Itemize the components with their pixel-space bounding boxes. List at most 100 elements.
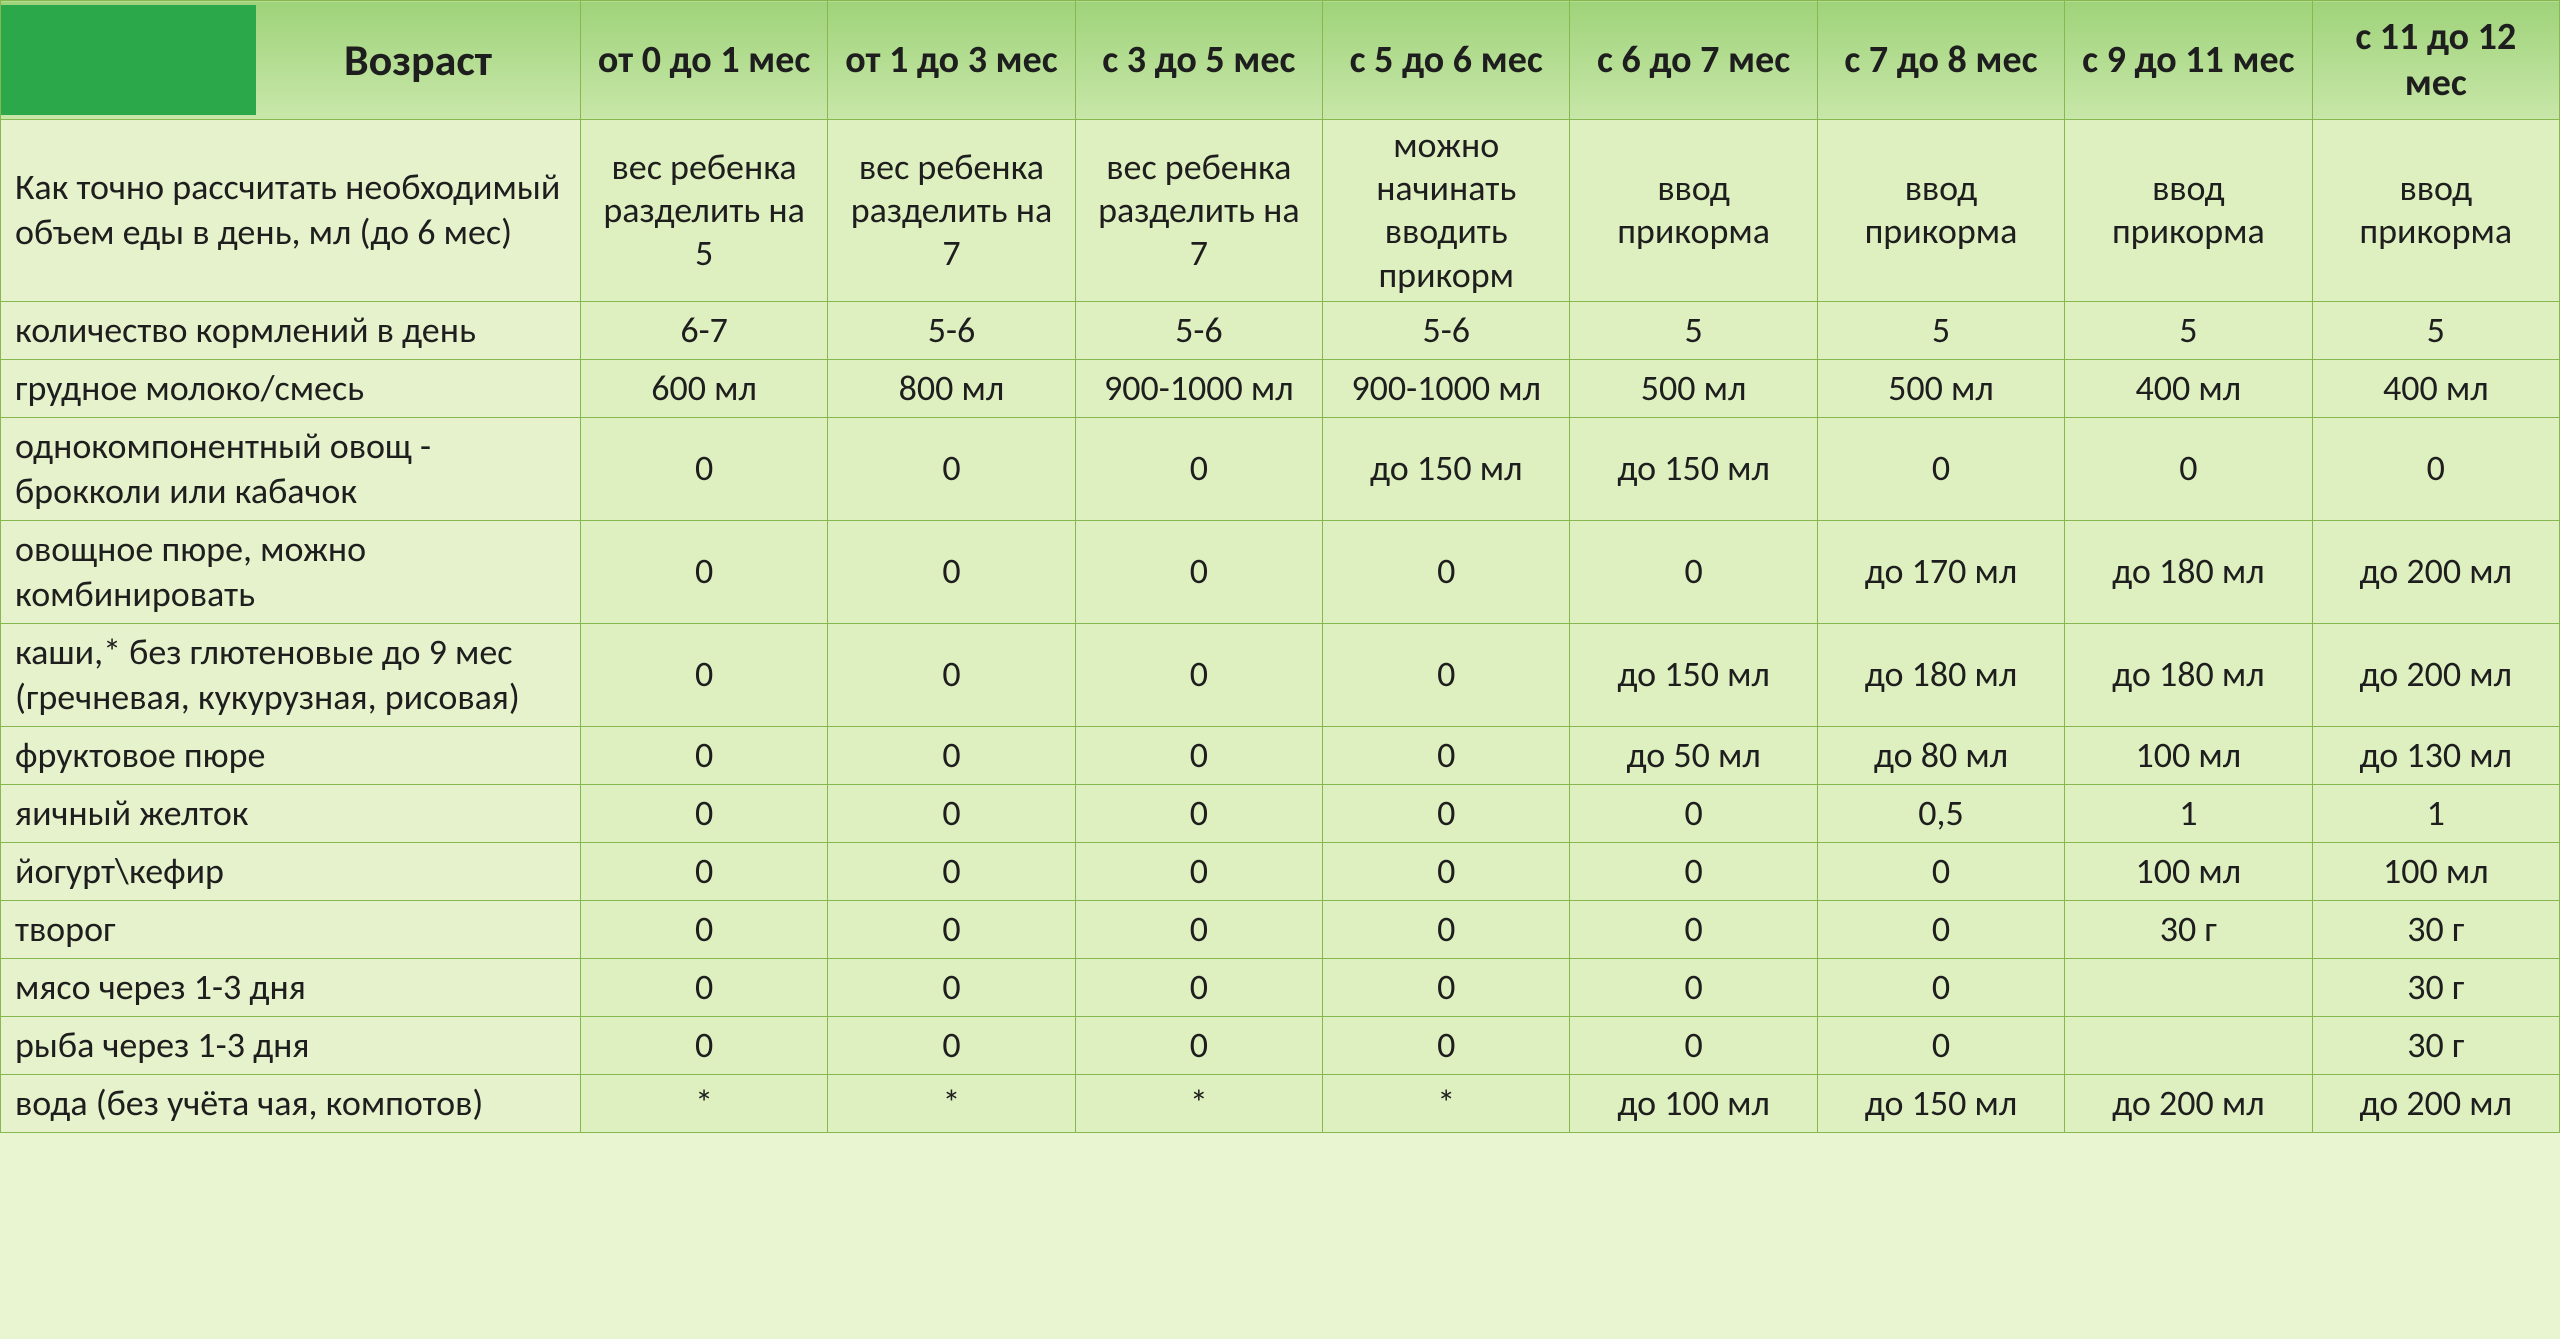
data-cell: 0 (1075, 726, 1322, 784)
data-cell: 0 (2065, 417, 2312, 520)
row-label: йогурт\кефир (1, 842, 581, 900)
col-header: от 0 до 1 мес (580, 1, 827, 120)
row-label: количество кормлений в день (1, 301, 581, 359)
data-cell: 0 (1817, 842, 2064, 900)
row-label: рыба через 1-3 дня (1, 1016, 581, 1074)
data-cell: вес ребенка разделить на 7 (828, 120, 1075, 302)
data-cell: до 50 мл (1570, 726, 1817, 784)
data-cell: 0 (828, 726, 1075, 784)
data-cell: 100 мл (2065, 726, 2312, 784)
data-cell: 0 (1323, 958, 1570, 1016)
data-cell: 0 (1323, 520, 1570, 623)
data-cell: 0 (828, 842, 1075, 900)
data-cell: 0 (828, 1016, 1075, 1074)
data-cell: до 200 мл (2312, 1074, 2559, 1132)
data-cell: до 200 мл (2312, 520, 2559, 623)
data-cell: 0 (580, 1016, 827, 1074)
data-cell: * (828, 1074, 1075, 1132)
data-cell: до 80 мл (1817, 726, 2064, 784)
data-cell: 0 (580, 900, 827, 958)
data-cell: 0 (1323, 1016, 1570, 1074)
corner-accent (1, 5, 256, 115)
data-cell: 500 мл (1817, 359, 2064, 417)
data-cell: * (580, 1074, 827, 1132)
data-cell: 0 (1323, 623, 1570, 726)
row-label: фруктовое пюре (1, 726, 581, 784)
feeding-table: Возраст от 0 до 1 мес от 1 до 3 мес с 3 … (0, 0, 2560, 1133)
data-cell: 1 (2312, 784, 2559, 842)
data-cell: 0 (828, 417, 1075, 520)
data-cell: 900-1000 мл (1323, 359, 1570, 417)
data-cell: 0 (1323, 726, 1570, 784)
data-cell: * (1323, 1074, 1570, 1132)
row-label: яичный желток (1, 784, 581, 842)
table-row: яичный желток000000,511 (1, 784, 2560, 842)
col-header: с 7 до 8 мес (1817, 1, 2064, 120)
data-cell: 0 (1817, 1016, 2064, 1074)
data-cell: 0 (1570, 842, 1817, 900)
col-header: с 6 до 7 мес (1570, 1, 1817, 120)
data-cell: 0 (580, 958, 827, 1016)
data-cell: до 150 мл (1570, 623, 1817, 726)
col-header: от 1 до 3 мес (828, 1, 1075, 120)
header-corner: Возраст (1, 1, 581, 120)
data-cell: ввод прикорма (2312, 120, 2559, 302)
data-cell: 0 (1075, 623, 1322, 726)
data-cell: 0 (1570, 958, 1817, 1016)
data-cell: 0 (1817, 958, 2064, 1016)
data-cell: 100 мл (2312, 842, 2559, 900)
data-cell: 0 (828, 623, 1075, 726)
table-row: фруктовое пюре0000до 50 млдо 80 мл100 мл… (1, 726, 2560, 784)
data-cell: ввод прикорма (1570, 120, 1817, 302)
data-cell: 0 (1075, 1016, 1322, 1074)
data-cell: до 150 мл (1570, 417, 1817, 520)
data-cell: 5 (2065, 301, 2312, 359)
data-cell: ввод прикорма (2065, 120, 2312, 302)
data-cell: 900-1000 мл (1075, 359, 1322, 417)
data-cell: 0 (828, 784, 1075, 842)
data-cell: до 130 мл (2312, 726, 2559, 784)
data-cell: ввод прикорма (1817, 120, 2064, 302)
data-cell: 0 (580, 784, 827, 842)
data-cell: 0 (2312, 417, 2559, 520)
row-label: овощное пюре, можно комбинировать (1, 520, 581, 623)
data-cell: 0 (1817, 900, 2064, 958)
data-cell: до 180 мл (2065, 623, 2312, 726)
data-cell: 0 (1817, 417, 2064, 520)
col-header: с 3 до 5 мес (1075, 1, 1322, 120)
data-cell: вес ребенка разделить на 5 (580, 120, 827, 302)
data-cell: 5-6 (1075, 301, 1322, 359)
data-cell (2065, 1016, 2312, 1074)
data-cell: 0 (828, 900, 1075, 958)
data-cell: 500 мл (1570, 359, 1817, 417)
data-cell: до 150 мл (1817, 1074, 2064, 1132)
data-cell: 5 (2312, 301, 2559, 359)
data-cell: 0 (828, 520, 1075, 623)
table-row: йогурт\кефир000000100 мл100 мл (1, 842, 2560, 900)
table-row: вода (без учёта чая, компотов)****до 100… (1, 1074, 2560, 1132)
col-header: с 9 до 11 мес (2065, 1, 2312, 120)
data-cell: до 170 мл (1817, 520, 2064, 623)
data-cell: 30 г (2312, 958, 2559, 1016)
table-row: однокомпонентный овощ - брокколи или каб… (1, 417, 2560, 520)
data-cell: до 200 мл (2065, 1074, 2312, 1132)
data-cell: 0 (580, 726, 827, 784)
data-cell: до 180 мл (1817, 623, 2064, 726)
row-label: вода (без учёта чая, компотов) (1, 1074, 581, 1132)
row-label: Как точно рассчитать необходимый объем е… (1, 120, 581, 302)
table-row: каши,* без глютеновые до 9 мес (гречнева… (1, 623, 2560, 726)
table-row: Как точно рассчитать необходимый объем е… (1, 120, 2560, 302)
table-row: количество кормлений в день6-75-65-65-65… (1, 301, 2560, 359)
col-header: с 5 до 6 мес (1323, 1, 1570, 120)
table-row: грудное молоко/смесь600 мл800 мл900-1000… (1, 359, 2560, 417)
data-cell: 800 мл (828, 359, 1075, 417)
data-cell: 0 (580, 842, 827, 900)
data-cell: 100 мл (2065, 842, 2312, 900)
data-cell: до 180 мл (2065, 520, 2312, 623)
data-cell: можно начинать вводить прикорм (1323, 120, 1570, 302)
data-cell: 6-7 (580, 301, 827, 359)
data-cell: 0 (828, 958, 1075, 1016)
data-cell (2065, 958, 2312, 1016)
data-cell: 0,5 (1817, 784, 2064, 842)
data-cell: 0 (1323, 784, 1570, 842)
